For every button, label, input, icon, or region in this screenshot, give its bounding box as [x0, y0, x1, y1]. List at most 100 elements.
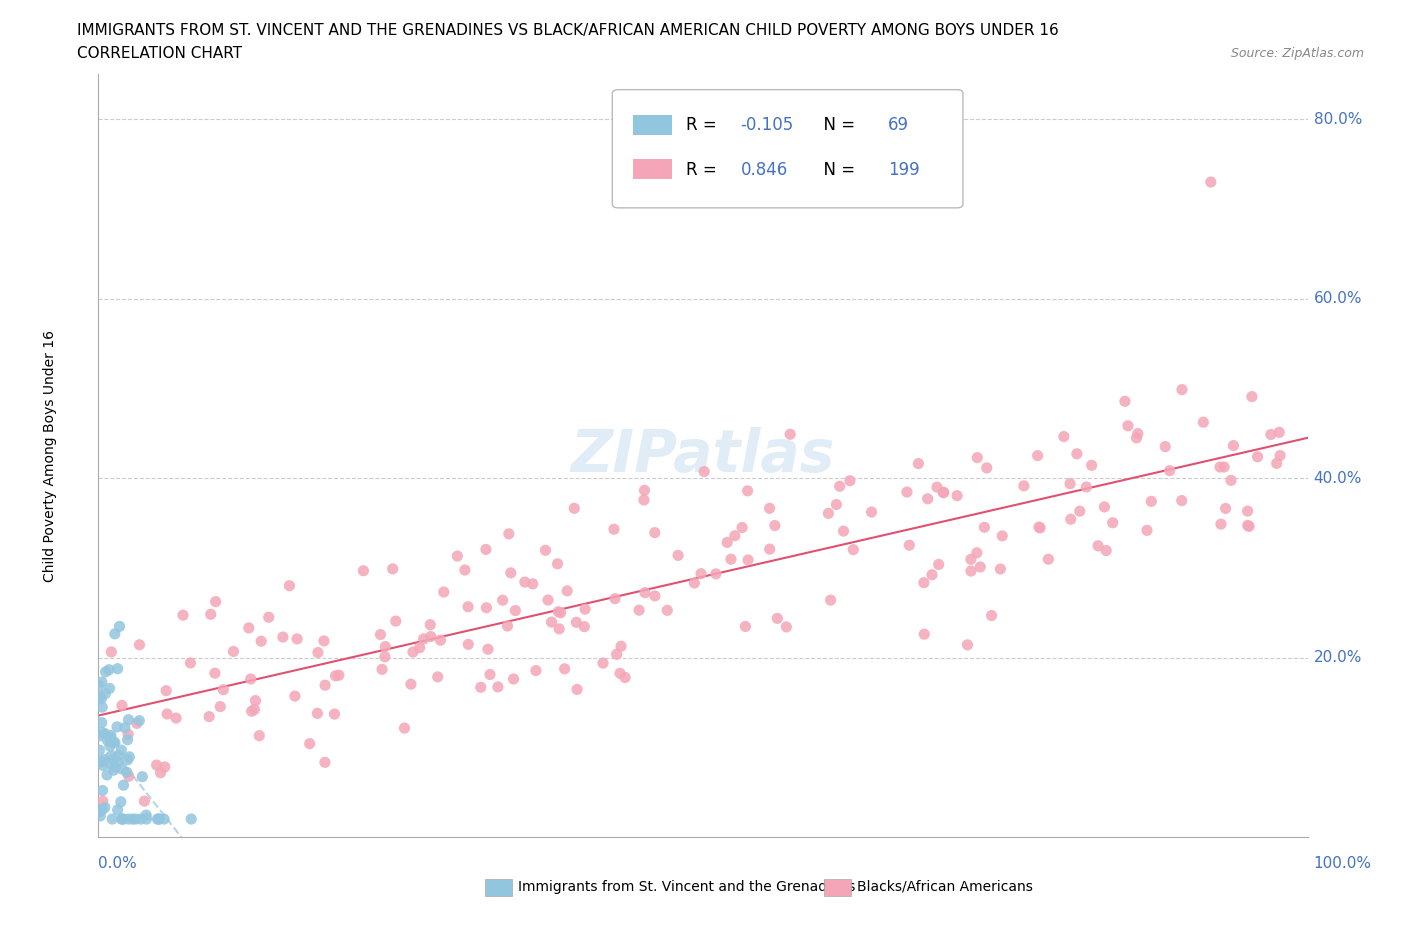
Point — [634, 585, 657, 600]
Point — [475, 601, 498, 616]
Point — [737, 552, 759, 567]
Point — [1101, 515, 1123, 530]
Point — [111, 812, 134, 827]
Point — [108, 619, 131, 634]
Point — [239, 671, 262, 686]
Point — [419, 618, 441, 632]
Point — [832, 524, 855, 538]
FancyBboxPatch shape — [485, 879, 512, 896]
Point — [562, 501, 585, 516]
Point — [1095, 543, 1118, 558]
Point — [426, 670, 449, 684]
Point — [101, 734, 124, 749]
Point — [107, 661, 129, 676]
Point — [1012, 478, 1035, 493]
Point — [328, 668, 350, 683]
Text: Child Poverty Among Boys Under 16: Child Poverty Among Boys Under 16 — [44, 330, 58, 581]
Point — [763, 518, 786, 533]
Point — [325, 669, 347, 684]
Point — [118, 769, 141, 784]
Point — [734, 619, 756, 634]
Point — [540, 615, 562, 630]
Point — [898, 538, 921, 552]
Text: 0.0%: 0.0% — [98, 857, 138, 871]
Point — [100, 644, 122, 659]
Point — [374, 639, 396, 654]
Point — [243, 702, 266, 717]
Point — [1126, 426, 1149, 441]
Point — [969, 560, 991, 575]
Point — [470, 680, 492, 695]
Point — [737, 484, 759, 498]
Point — [565, 615, 588, 630]
Point — [820, 592, 842, 607]
Point — [323, 707, 346, 722]
Point — [1125, 431, 1147, 445]
Point — [492, 592, 515, 607]
Point — [90, 691, 112, 706]
Point — [314, 678, 336, 693]
Point — [399, 677, 422, 692]
Point — [247, 728, 270, 743]
Point — [716, 535, 738, 550]
Point — [496, 618, 519, 633]
Point — [690, 566, 713, 581]
Point — [433, 585, 456, 600]
Point — [87, 728, 110, 743]
Point — [285, 631, 308, 646]
Point — [129, 812, 152, 827]
Point — [103, 752, 125, 767]
Point — [720, 551, 742, 566]
Point — [89, 808, 111, 823]
Point — [1209, 459, 1232, 474]
Point — [1236, 518, 1258, 533]
Point — [135, 812, 157, 827]
Point — [91, 803, 114, 817]
Point — [284, 689, 307, 704]
Point — [374, 649, 396, 664]
Point — [956, 637, 979, 652]
Point — [1209, 517, 1232, 532]
Point — [257, 610, 280, 625]
Text: Source: ZipAtlas.com: Source: ZipAtlas.com — [1230, 46, 1364, 60]
Point — [828, 479, 851, 494]
Point — [314, 755, 336, 770]
Point — [135, 807, 157, 822]
Point — [105, 720, 128, 735]
Point — [724, 528, 747, 543]
Point — [1268, 425, 1291, 440]
Point — [1236, 504, 1258, 519]
Point — [1029, 521, 1052, 536]
Point — [371, 662, 394, 677]
Point — [111, 762, 134, 777]
Point — [198, 710, 221, 724]
Point — [932, 485, 955, 500]
Point — [614, 670, 637, 684]
Point — [101, 812, 124, 827]
Point — [817, 506, 839, 521]
Point — [1260, 427, 1282, 442]
Point — [108, 748, 131, 763]
Point — [606, 647, 628, 662]
Point — [498, 526, 520, 541]
Point — [145, 758, 167, 773]
Point — [112, 777, 135, 792]
Point — [779, 427, 801, 442]
Point — [93, 752, 115, 767]
Point — [758, 541, 780, 556]
Point — [1038, 551, 1060, 566]
Point — [633, 483, 655, 498]
Point — [408, 640, 430, 655]
Point — [990, 562, 1012, 577]
Point — [222, 644, 245, 659]
Point — [148, 812, 170, 827]
Point — [91, 724, 114, 739]
Point — [117, 732, 139, 747]
Point — [87, 678, 110, 693]
FancyBboxPatch shape — [633, 114, 672, 135]
Point — [128, 637, 150, 652]
Text: 199: 199 — [889, 161, 920, 179]
Point — [384, 614, 406, 629]
Point — [419, 629, 441, 644]
Point — [209, 699, 232, 714]
